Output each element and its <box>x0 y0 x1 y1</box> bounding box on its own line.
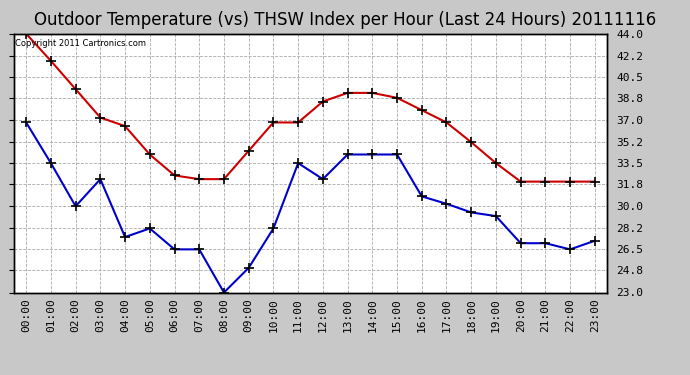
Text: Outdoor Temperature (vs) THSW Index per Hour (Last 24 Hours) 20111116: Outdoor Temperature (vs) THSW Index per … <box>34 11 656 29</box>
Text: Copyright 2011 Cartronics.com: Copyright 2011 Cartronics.com <box>15 39 146 48</box>
